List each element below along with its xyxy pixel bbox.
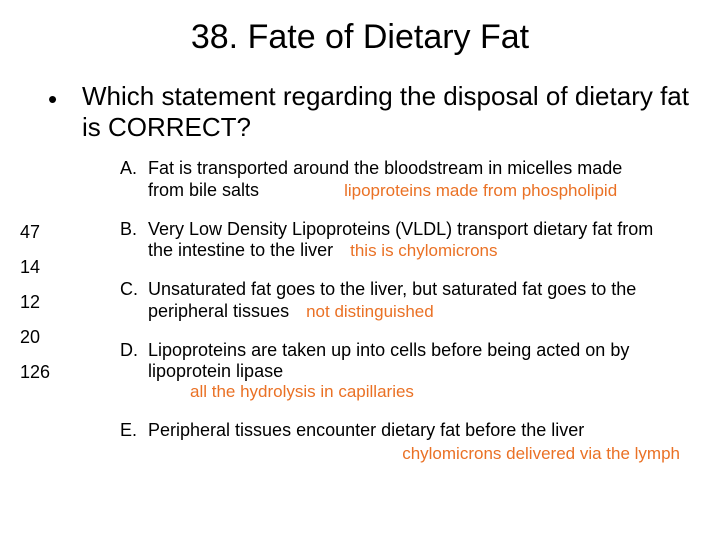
- side-number: 20: [20, 327, 60, 348]
- option-text: Fat is transported around the bloodstrea…: [148, 158, 700, 200]
- slide-body: 47 14 12 20 126 A. Fat is transported ar…: [0, 158, 720, 481]
- options-list: A. Fat is transported around the bloodst…: [60, 158, 700, 481]
- option-line: peripheral tissues: [148, 301, 289, 321]
- option-line: from bile salts: [148, 180, 259, 200]
- question-text: Which statement regarding the disposal o…: [82, 81, 690, 142]
- option-letter: E.: [120, 420, 148, 463]
- option-line: Unsaturated fat goes to the liver, but s…: [148, 279, 636, 299]
- option-line: Very Low Density Lipoproteins (VLDL) tra…: [148, 219, 653, 239]
- side-number: 47: [20, 222, 60, 243]
- option-text: Unsaturated fat goes to the liver, but s…: [148, 279, 700, 321]
- option-a: A. Fat is transported around the bloodst…: [120, 158, 700, 200]
- option-letter: D.: [120, 340, 148, 403]
- option-e: E. Peripheral tissues encounter dietary …: [120, 420, 700, 463]
- slide-title: 38. Fate of Dietary Fat: [0, 0, 720, 75]
- option-b: B. Very Low Density Lipoproteins (VLDL) …: [120, 219, 700, 261]
- question-bullet: •: [48, 81, 82, 115]
- option-line: Lipoproteins are taken up into cells bef…: [148, 340, 629, 360]
- option-c: C. Unsaturated fat goes to the liver, bu…: [120, 279, 700, 321]
- option-d: D. Lipoproteins are taken up into cells …: [120, 340, 700, 403]
- annotation: this is chylomicrons: [338, 241, 497, 260]
- side-numbers: 47 14 12 20 126: [20, 158, 60, 481]
- option-text: Peripheral tissues encounter dietary fat…: [148, 420, 700, 463]
- side-number: 126: [20, 362, 60, 383]
- annotation: all the hydrolysis in capillaries: [148, 382, 700, 402]
- option-line: the intestine to the liver: [148, 240, 333, 260]
- side-number: 14: [20, 257, 60, 278]
- option-text: Lipoproteins are taken up into cells bef…: [148, 340, 700, 403]
- annotation: chylomicrons delivered via the lymph: [148, 442, 700, 464]
- option-line: Fat is transported around the bloodstrea…: [148, 158, 622, 178]
- annotation: not distinguished: [294, 302, 434, 321]
- side-number: 12: [20, 292, 60, 313]
- option-letter: A.: [120, 158, 148, 200]
- option-line: Peripheral tissues encounter dietary fat…: [148, 420, 584, 440]
- annotation: lipoproteins made from phospholipid: [264, 181, 617, 200]
- slide: { "title": "38. Fate of Dietary Fat", "b…: [0, 0, 720, 540]
- option-text: Very Low Density Lipoproteins (VLDL) tra…: [148, 219, 700, 261]
- option-line: lipoprotein lipase: [148, 361, 283, 381]
- option-letter: B.: [120, 219, 148, 261]
- question-row: • Which statement regarding the disposal…: [0, 81, 720, 142]
- option-letter: C.: [120, 279, 148, 321]
